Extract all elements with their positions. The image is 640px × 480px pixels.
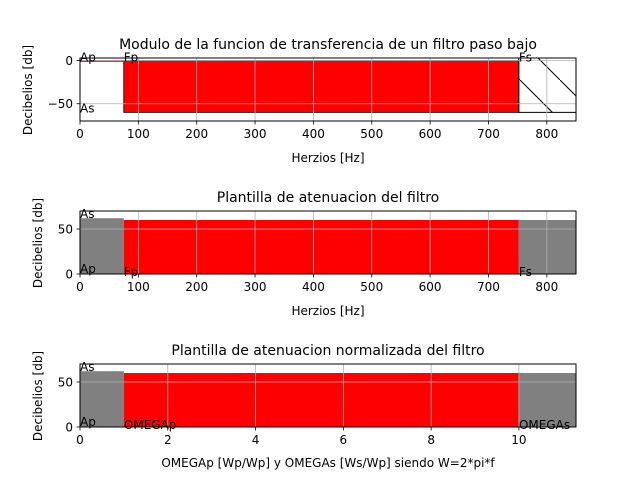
subplot-2-ylabel: Decibelios [db] xyxy=(31,198,45,288)
annotation-label: As xyxy=(80,207,94,221)
passband-bar xyxy=(80,371,124,427)
x-tick-label: 600 xyxy=(419,127,442,141)
y-tick-label: 0 xyxy=(65,54,73,68)
subplot-2-title: Plantilla de atenuacion del filtro xyxy=(217,190,439,206)
y-tick-label: −50 xyxy=(48,97,73,111)
x-tick-label: 700 xyxy=(477,280,500,294)
x-tick-label: 200 xyxy=(185,127,208,141)
x-tick-label: 800 xyxy=(535,127,558,141)
x-tick-label: 0 xyxy=(76,127,84,141)
annotation-label: Fp xyxy=(124,265,139,279)
subplot-3-ylabel: Decibelios [db] xyxy=(31,351,45,441)
subplot-attenuation-template: Plantilla de atenuacion del filtro 0 100 2… xyxy=(31,190,577,318)
x-tick-label: 6 xyxy=(340,433,348,447)
subplot-2-xlabel: Herzios [Hz] xyxy=(291,304,364,318)
subplot-1-ylabel: Decibelios [db] xyxy=(21,45,35,135)
transition-bar xyxy=(123,373,519,427)
annotation-label: Ap xyxy=(80,262,96,276)
y-tick-label: 50 xyxy=(58,223,73,237)
y-tick-label: 0 xyxy=(65,421,73,435)
x-tick-label: 4 xyxy=(252,433,260,447)
annotation-label: As xyxy=(80,360,94,374)
annotation-label: Fs xyxy=(519,50,532,64)
passband-bar xyxy=(80,218,124,274)
x-tick-label: 10 xyxy=(511,433,526,447)
transition-band-rect xyxy=(123,60,520,113)
y-tick-label: 50 xyxy=(58,376,73,390)
subplot-3-xlabel: OMEGAp [Wp/Wp] y OMEGAs [Ws/Wp] siendo W… xyxy=(161,456,495,470)
stopband-hatched-rect xyxy=(518,58,576,113)
subplot-2-frame xyxy=(79,210,577,275)
x-tick-label: 800 xyxy=(535,280,558,294)
x-tick-label: 0 xyxy=(76,433,84,447)
annotation-label: As xyxy=(80,101,94,115)
x-tick-label: 300 xyxy=(244,127,267,141)
x-tick-label: 600 xyxy=(419,280,442,294)
y-tick-label: 0 xyxy=(65,268,73,282)
subplot-transfer-magnitude: Modulo de la funcion de transferencia de… xyxy=(21,37,577,165)
x-tick-label: 500 xyxy=(360,280,383,294)
x-tick-label: 8 xyxy=(427,433,435,447)
annotation-label: OMEGAs xyxy=(519,418,570,432)
x-tick-label: 0 xyxy=(76,280,84,294)
x-tick-label: 2 xyxy=(164,433,172,447)
subplot-3-frame xyxy=(79,363,577,428)
subplot-1-title: Modulo de la funcion de transferencia de… xyxy=(119,37,537,53)
transition-bar xyxy=(123,220,519,274)
subplot-1-frame xyxy=(79,57,577,122)
x-tick-label: 300 xyxy=(244,280,267,294)
x-tick-label: 500 xyxy=(360,127,383,141)
x-tick-label: 400 xyxy=(302,280,325,294)
x-tick-label: 400 xyxy=(302,127,325,141)
annotation-label: OMEGAp xyxy=(124,418,177,432)
x-tick-label: 700 xyxy=(477,127,500,141)
annotation-label: Ap xyxy=(80,415,96,429)
x-tick-label: 100 xyxy=(127,127,150,141)
annotation-label: Fp xyxy=(124,50,139,64)
annotation-label: Fs xyxy=(519,265,532,279)
subplot-3-title: Plantilla de atenuacion normalizada del … xyxy=(171,343,484,359)
x-tick-label: 100 xyxy=(127,280,150,294)
subplot-1-xlabel: Herzios [Hz] xyxy=(291,151,364,165)
x-tick-label: 200 xyxy=(185,280,208,294)
subplot-normalized-template: Plantilla de atenuacion normalizada del … xyxy=(31,343,577,470)
annotation-label: Ap xyxy=(80,50,96,64)
